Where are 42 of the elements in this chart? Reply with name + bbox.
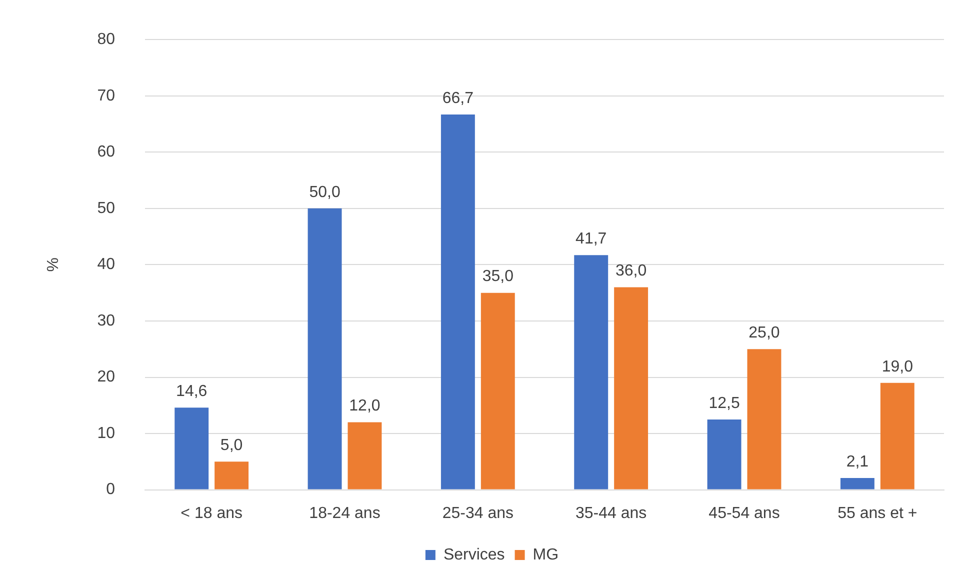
data-label: 12,5	[708, 394, 740, 412]
x-tick-label: 45-54 ans	[708, 504, 780, 522]
bar	[348, 422, 382, 490]
legend-label: MG	[532, 546, 559, 564]
data-label: 41,7	[576, 230, 607, 248]
x-tick-label: 18-24 ans	[309, 504, 380, 522]
data-label: 5,0	[220, 437, 243, 454]
y-tick-label: 0	[106, 481, 116, 498]
data-label: 50,0	[309, 184, 340, 201]
y-axis-title: %	[45, 258, 62, 272]
y-tick-label: 20	[97, 368, 116, 386]
bar	[480, 292, 515, 490]
y-tick-label: 80	[97, 31, 116, 48]
bar	[574, 255, 608, 490]
data-label: 25,0	[748, 324, 780, 342]
data-label: 12,0	[349, 398, 380, 415]
x-tick-label: < 18 ans	[180, 504, 242, 522]
bar	[174, 408, 209, 490]
legend-label: Services	[443, 546, 505, 564]
data-label: 19,0	[882, 358, 914, 376]
data-label: 35,0	[482, 268, 514, 286]
y-tick-label: 10	[97, 424, 116, 442]
bar	[747, 349, 782, 490]
data-label: 66,7	[442, 90, 474, 107]
bar	[308, 208, 342, 490]
data-label: 36,0	[615, 262, 647, 280]
y-tick-label: 40	[97, 256, 116, 274]
bar	[440, 114, 475, 490]
x-tick-label: 25-34 ans	[442, 504, 514, 522]
bar	[614, 287, 648, 490]
y-tick-label: 50	[97, 200, 116, 217]
y-tick-label: 70	[97, 87, 116, 104]
y-tick-label: 60	[97, 144, 116, 161]
bar	[214, 462, 249, 490]
y-tick-label: 30	[97, 312, 116, 330]
data-label: 14,6	[176, 383, 208, 400]
bar	[840, 478, 874, 490]
data-label: 2,1	[846, 453, 869, 470]
bar	[880, 382, 914, 490]
x-tick-label: 55 ans et +	[838, 504, 918, 522]
x-tick-label: 35-44 ans	[575, 504, 647, 522]
bar	[707, 419, 742, 490]
